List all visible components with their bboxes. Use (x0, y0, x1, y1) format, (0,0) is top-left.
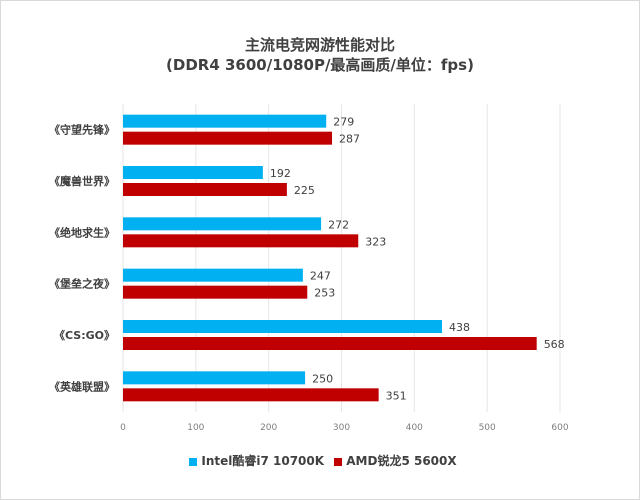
data-label: 438 (449, 321, 470, 334)
x-tick-label: 600 (551, 423, 568, 433)
data-label: 250 (312, 372, 333, 385)
legend-swatch-amd (334, 457, 343, 466)
bar (123, 285, 308, 299)
chart-title: 主流电竞网游性能对比 (244, 36, 395, 54)
legend-label-intel: Intel酷睿i7 10700K (201, 454, 325, 468)
data-label: 287 (339, 133, 360, 146)
bar (123, 268, 303, 282)
bar (123, 371, 306, 385)
category-label: 《绝地求生》 (49, 225, 115, 239)
bar (123, 166, 263, 179)
data-label: 279 (333, 116, 354, 129)
data-label: 351 (386, 389, 407, 402)
x-tick-label: 200 (260, 423, 277, 433)
category-label: 《魔兽世界》 (49, 174, 115, 188)
category-label: 《堡垒之夜》 (49, 277, 115, 291)
bar (123, 183, 287, 196)
data-label: 568 (544, 338, 565, 351)
legend-label-amd: AMD锐龙5 5600X (346, 454, 457, 468)
x-tick-label: 500 (479, 423, 496, 433)
bar (123, 320, 443, 333)
bar (123, 388, 379, 402)
data-label: 247 (310, 270, 331, 283)
bar (123, 337, 537, 350)
data-label: 272 (328, 218, 349, 231)
category-label: 《英雄联盟》 (49, 379, 115, 393)
x-tick-label: 300 (333, 423, 350, 433)
x-tick-label: 400 (406, 423, 423, 433)
bar (123, 114, 327, 128)
data-label: 323 (365, 235, 386, 248)
data-label: 225 (294, 184, 315, 197)
bar (123, 217, 322, 231)
data-label: 253 (314, 287, 335, 300)
data-label: 192 (270, 167, 291, 180)
bar (123, 234, 359, 248)
legend: Intel酷睿i7 10700K AMD锐龙5 5600X (0, 452, 640, 469)
x-tick-label: 0 (120, 423, 126, 433)
category-label: 《CS:GO》 (54, 329, 115, 342)
category-label: 《守望先锋》 (49, 123, 115, 137)
chart-subtitle: (DDR4 3600/1080P/最高画质/单位：fps) (166, 56, 474, 74)
legend-swatch-intel (189, 457, 198, 466)
bar (123, 131, 333, 145)
x-tick-label: 100 (187, 423, 204, 433)
